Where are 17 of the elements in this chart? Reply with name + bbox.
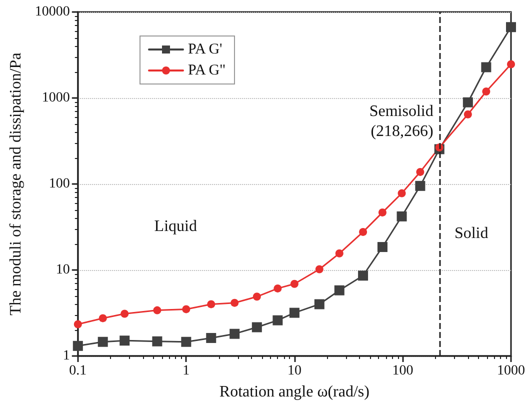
x-tick-label: 1000 [497,364,525,378]
y-tick-label: 1 [62,348,70,364]
annotation: Semisolid (218,266) [369,102,434,140]
legend-label: PA G' [188,42,223,58]
y-tick-label: 10000 [34,4,70,20]
y-tick-label: 1000 [42,90,70,106]
y-tick-label: 100 [48,176,70,192]
x-tick-label: 1 [182,364,190,378]
y-tick-label: 10 [56,262,70,278]
annotation: Solid [454,224,488,242]
annotation: Liquid [154,218,197,235]
legend-label: PA G" [188,62,226,78]
x-tick-label: 100 [392,364,414,378]
x-axis-title: Rotation angle ω(rad/s) [219,384,370,400]
y-axis-title: The moduli of storage and dissipation/Pa [8,52,24,316]
x-tick-label: 10 [287,364,302,378]
x-tick-label: 0.1 [69,364,87,378]
